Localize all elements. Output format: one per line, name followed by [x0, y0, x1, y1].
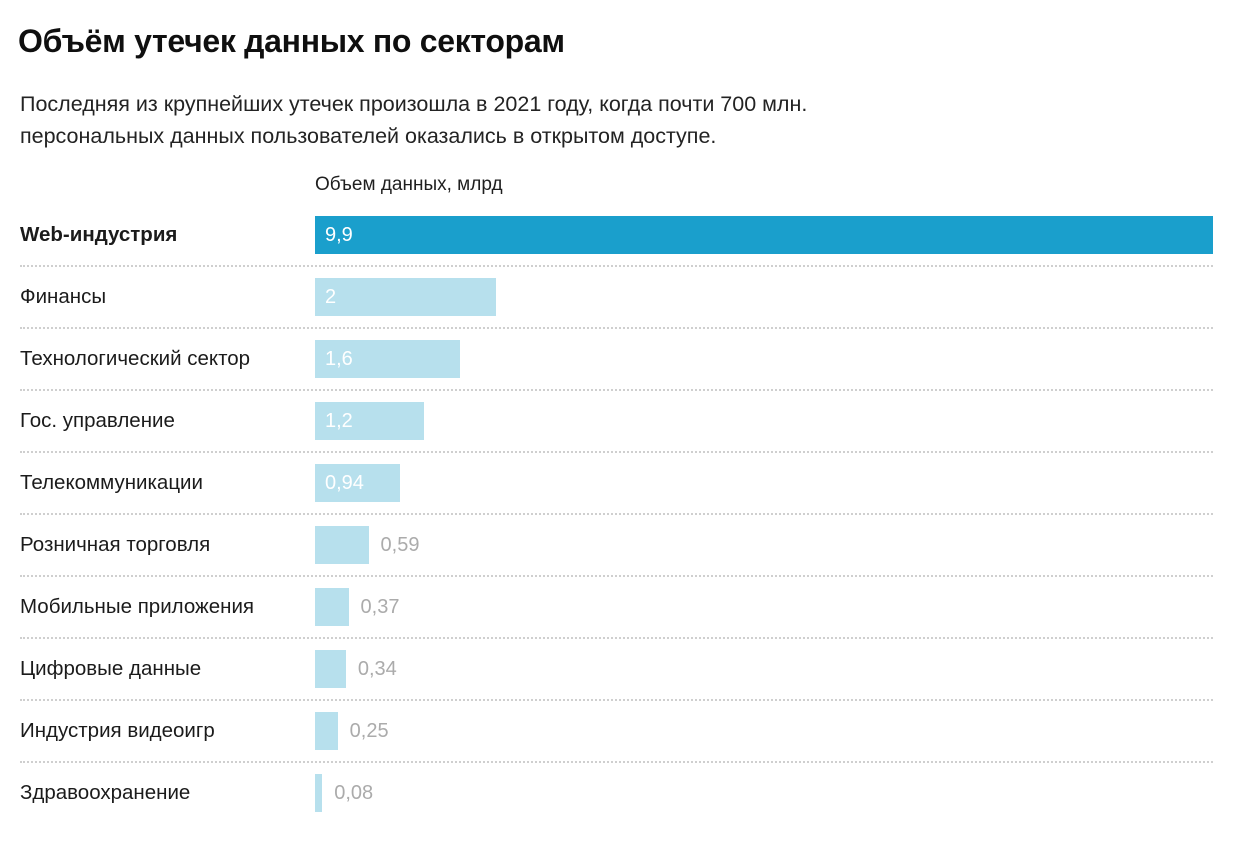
bar — [315, 712, 338, 750]
bar-track: 0,37 — [315, 588, 1213, 626]
bar-track: 9,9 — [315, 216, 1213, 254]
value-label: 0,34 — [357, 657, 397, 680]
category-label: Гос. управление — [20, 409, 175, 432]
subtitle-line-2: персональных данных пользователей оказал… — [20, 124, 717, 148]
category-label: Технологический сектор — [20, 347, 251, 370]
chart-row: Мобильные приложения 0,37 — [20, 577, 1213, 639]
subtitle: Последняя из крупнейших утечек произошла… — [20, 88, 1213, 152]
bar-track: 2 — [315, 278, 1213, 316]
bar: 1,2 — [315, 402, 424, 440]
category-label: Розничная торговля — [20, 533, 211, 556]
category-label: Цифровые данные — [20, 657, 202, 680]
value-label: 9,9 — [325, 223, 353, 246]
bar-track: 0,25 — [315, 712, 1213, 750]
value-label: 0,25 — [349, 719, 389, 742]
bar-track: 0,08 — [315, 774, 1213, 812]
bar: 0,94 — [315, 464, 401, 502]
category-label: Мобильные приложения — [20, 595, 254, 618]
value-label: 0,08 — [334, 781, 374, 804]
bar — [315, 650, 346, 688]
value-label: 2 — [325, 285, 337, 308]
bar-track: 1,2 — [315, 402, 1213, 440]
page-title: Объём утечек данных по секторам — [18, 23, 565, 59]
bar: 9,9 — [315, 216, 1213, 254]
chart-row: Здравоохранение 0,08 — [20, 763, 1213, 823]
value-label: 1,2 — [325, 409, 353, 432]
bar: 1,6 — [315, 340, 461, 378]
chart-row: Web-индустрия 9,9 — [20, 205, 1213, 267]
category-label: Web-индустрия — [20, 223, 178, 246]
value-label: 0,94 — [325, 471, 364, 494]
axis-label: Объем данных, млрд — [315, 174, 503, 195]
chart-row: Цифровые данные 0,34 — [20, 639, 1213, 701]
bar: 2 — [315, 278, 497, 316]
value-label: 1,6 — [325, 347, 353, 370]
chart-row: Телекоммуникации 0,94 — [20, 453, 1213, 515]
chart-row: Розничная торговля 0,59 — [20, 515, 1213, 577]
bar — [315, 588, 349, 626]
subtitle-line-1: Последняя из крупнейших утечек произошла… — [20, 92, 808, 116]
bar-track: 1,6 — [315, 340, 1213, 378]
category-label: Здравоохранение — [20, 781, 191, 804]
chart-row: Гос. управление 1,2 — [20, 391, 1213, 453]
bar-track: 0,34 — [315, 650, 1213, 688]
bar — [315, 526, 369, 564]
chart-row: Индустрия видеоигр 0,25 — [20, 701, 1213, 763]
category-label: Индустрия видеоигр — [20, 719, 215, 742]
chart-row: Технологический сектор 1,6 — [20, 329, 1213, 391]
bar-chart: Объем данных, млрд Web-индустрия 9,9 Финан… — [20, 174, 1213, 823]
bar — [315, 774, 323, 812]
category-label: Телекоммуникации — [20, 471, 203, 494]
bar-track: 0,59 — [315, 526, 1213, 564]
chart-row: Финансы 2 — [20, 267, 1213, 329]
value-label: 0,37 — [360, 595, 400, 618]
category-label: Финансы — [20, 285, 107, 308]
bar-track: 0,94 — [315, 464, 1213, 502]
value-label: 0,59 — [380, 533, 420, 556]
chart-rows: Web-индустрия 9,9 Финансы 2 Технологический … — [20, 205, 1213, 823]
